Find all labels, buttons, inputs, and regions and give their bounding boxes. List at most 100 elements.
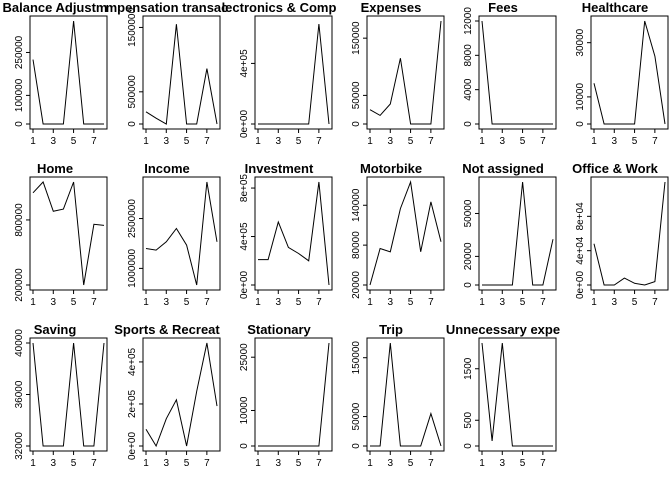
y-tick-label: 4e+05	[239, 49, 250, 78]
panel-frame	[366, 337, 445, 452]
panel-title: Fees	[488, 0, 518, 15]
panel-frame	[590, 15, 669, 130]
x-tick-label: 1	[30, 297, 36, 308]
panel-16: Trip 1 3 5 7 0 50000 150000	[351, 322, 445, 469]
y-tick-label: 200000	[14, 268, 25, 302]
y-tick-label: 0	[463, 443, 474, 449]
panel-frame	[29, 176, 108, 291]
y-tick-label: 8e+05	[239, 174, 250, 203]
series-line	[369, 180, 442, 286]
panel-title: Income	[144, 161, 190, 176]
panel-5: Fees 1 3 5 7 0 4000 8000 12000	[463, 0, 557, 147]
x-tick-label: 1	[479, 297, 485, 308]
y-tick-label: 500000	[127, 75, 138, 109]
panel-frame	[254, 337, 333, 452]
panel-11: Not assigned 1 3 5 7 0 20000 50000	[462, 161, 557, 308]
series-line	[32, 20, 104, 125]
y-tick-label: 12000	[463, 7, 474, 35]
x-tick-label: 7	[652, 297, 658, 308]
x-tick-label: 5	[632, 136, 638, 147]
y-tick-label: 80000	[351, 231, 362, 259]
y-tick-label: 100000	[14, 78, 25, 112]
panel-15: Stationary 1 3 5 7 0 10000 25000	[239, 322, 333, 469]
series-line	[482, 181, 554, 286]
y-tick-label: 4e+05	[239, 222, 250, 251]
x-tick-label: 5	[296, 297, 302, 308]
x-tick-label: 3	[51, 136, 57, 147]
panel-title: lectronics & Comp	[222, 0, 337, 15]
y-tick-label: 0e+00	[575, 271, 586, 300]
y-tick-label: 0e+00	[127, 432, 138, 461]
y-tick-label: 40000	[14, 329, 25, 357]
y-tick-label: 1500	[463, 357, 474, 380]
y-tick-label: 0	[351, 121, 362, 127]
y-tick-label: 0	[239, 443, 250, 449]
x-tick-label: 5	[632, 297, 638, 308]
series-line	[370, 342, 442, 447]
panel-frame	[478, 15, 557, 130]
panel-frame	[254, 176, 333, 291]
panel-frame	[478, 337, 557, 452]
y-tick-label: 30000	[575, 28, 586, 56]
x-tick-label: 5	[184, 458, 190, 469]
panel-12: Office & Work 1 3 5 7 0e+00 4e+04 8e+04	[572, 161, 669, 308]
series-line	[145, 181, 218, 286]
series-line	[145, 342, 218, 448]
x-tick-label: 1	[255, 297, 261, 308]
x-tick-label: 3	[500, 136, 506, 147]
y-tick-label: 10000	[239, 396, 250, 424]
series-line	[258, 23, 330, 125]
x-tick-label: 7	[316, 297, 322, 308]
y-tick-label: 32000	[14, 432, 25, 460]
x-tick-label: 1	[367, 297, 373, 308]
x-tick-label: 5	[184, 136, 190, 147]
panel-10: Motorbike 1 3 5 7 20000 80000 140000	[351, 161, 445, 308]
series-line	[32, 342, 105, 447]
x-tick-label: 3	[388, 297, 394, 308]
x-tick-label: 3	[276, 136, 282, 147]
panel-6: Healthcare 1 3 5 7 0 10000 30000	[575, 0, 669, 147]
series-line	[481, 20, 553, 125]
panel-frame	[254, 15, 333, 130]
y-tick-label: 4e+04	[575, 236, 586, 265]
panel-title: Sports & Recreat	[114, 322, 220, 337]
x-tick-label: 1	[479, 458, 485, 469]
y-tick-label: 140000	[351, 188, 362, 222]
y-tick-label: 8000	[463, 44, 474, 67]
x-tick-label: 5	[520, 297, 526, 308]
panel-title: mpensation transac	[106, 0, 229, 15]
panel-title: Home	[37, 161, 73, 176]
x-tick-label: 7	[91, 297, 97, 308]
x-tick-label: 5	[520, 136, 526, 147]
x-tick-label: 5	[408, 458, 414, 469]
x-tick-label: 5	[296, 458, 302, 469]
y-tick-label: 20000	[351, 271, 362, 299]
x-tick-label: 5	[71, 136, 77, 147]
series-line	[258, 342, 330, 447]
x-tick-label: 3	[164, 136, 170, 147]
y-tick-label: 0	[463, 121, 474, 127]
panel-frame	[142, 176, 221, 291]
y-tick-label: 8e+04	[575, 202, 586, 231]
panel-frame	[590, 176, 669, 291]
y-tick-label: 800000	[14, 203, 25, 237]
x-tick-label: 7	[204, 458, 210, 469]
x-tick-label: 7	[316, 136, 322, 147]
panel-8: Income 1 3 5 7 1000000 2500000	[127, 161, 221, 308]
y-tick-label: 50000	[463, 199, 474, 227]
y-tick-label: 50000	[351, 402, 362, 430]
x-tick-label: 3	[388, 458, 394, 469]
x-tick-label: 3	[500, 458, 506, 469]
y-tick-label: 0	[575, 121, 586, 127]
x-tick-label: 1	[143, 136, 149, 147]
x-tick-label: 7	[428, 458, 434, 469]
panel-4: Expenses 1 3 5 7 0 50000 150000	[351, 0, 445, 147]
x-tick-label: 7	[204, 136, 210, 147]
x-tick-label: 3	[276, 458, 282, 469]
x-tick-label: 5	[296, 136, 302, 147]
series-line	[593, 20, 666, 125]
x-tick-label: 3	[612, 136, 618, 147]
y-tick-label: 0e+00	[239, 110, 250, 139]
y-tick-label: 150000	[351, 341, 362, 375]
